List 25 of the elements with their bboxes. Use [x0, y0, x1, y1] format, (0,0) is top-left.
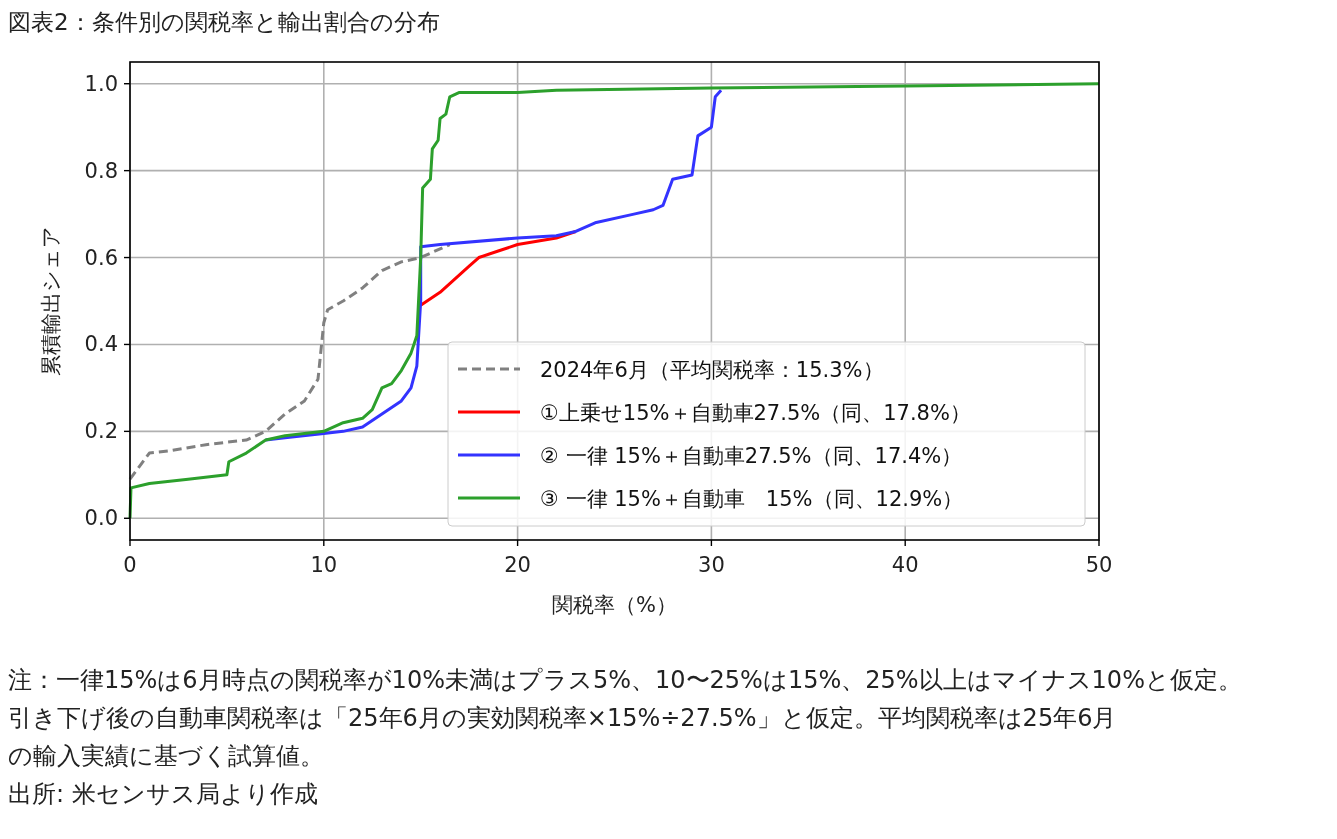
- line-series: [128, 82, 1101, 520]
- y-tick-label: 1.0: [84, 71, 118, 96]
- text: 出所: 米センサス局より作成: [8, 780, 318, 808]
- line-series: [128, 243, 452, 481]
- y-axis-title: 累積輸出シェア: [39, 226, 63, 376]
- legend-label: ③ 一律 15%＋自動車 15%（同、12.9%）: [540, 487, 964, 511]
- x-tick-label: 20: [504, 553, 531, 577]
- legend-label: ①上乗せ15%＋自動車27.5%（同、17.8%）: [540, 401, 971, 425]
- x-tick-label: 30: [698, 553, 725, 577]
- x-tick-label: 50: [1085, 553, 1113, 577]
- y-tick-label: 0.0: [84, 506, 118, 531]
- x-tick-label: 40: [891, 553, 919, 577]
- x-tick-label: 0: [123, 553, 137, 577]
- legend-label: ② 一律 15%＋自動車27.5%（同、17.4%）: [540, 444, 963, 468]
- x-axis-title: 関税率（%）: [552, 593, 677, 617]
- y-tick-label: 0.4: [84, 332, 118, 357]
- legend-label: 2024年6月（平均関税率：15.3%）: [540, 358, 884, 382]
- text: 引き下げ後の自動車関税率は「25年6月の実効関税率×15%÷27.5%」と仮定。平均関税率は25年6月: [8, 704, 1117, 732]
- chart-title: 図表2：条件別の関税率と輸出割合の分布: [8, 9, 440, 35]
- text: の輸入実績に基づく試算値。: [8, 742, 324, 770]
- text: 注：一律15%は6月時点の関税率が10%未満はプラス5%、10〜25%は15%、25%以上はマイナス10%と仮定。: [8, 666, 1242, 694]
- y-tick-label: 0.2: [84, 419, 118, 444]
- x-tick-label: 10: [310, 553, 338, 577]
- y-tick-label: 0.8: [84, 158, 118, 183]
- y-tick-label: 0.6: [84, 245, 118, 270]
